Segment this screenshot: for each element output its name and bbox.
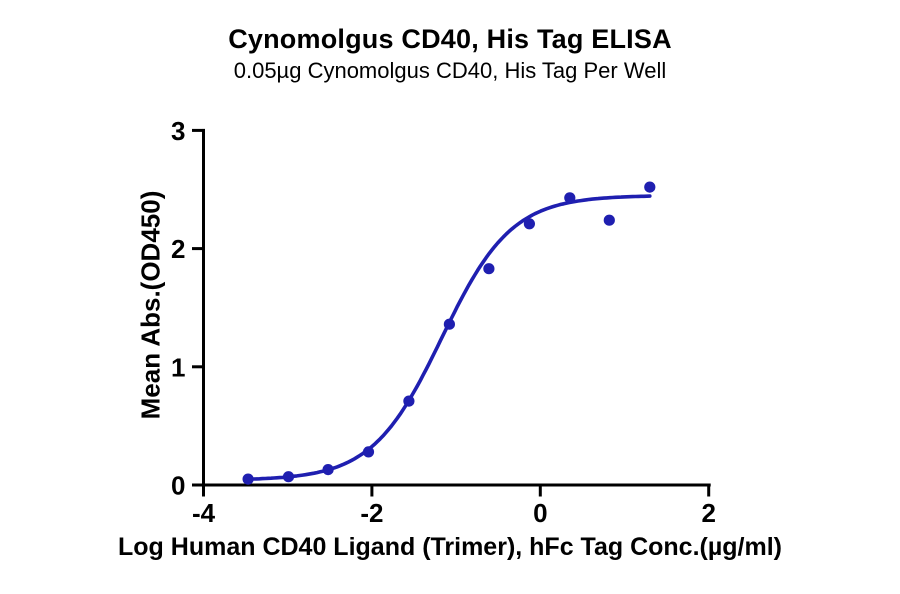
x-axis-label: Log Human CD40 Ligand (Trimer), hFc Tag … bbox=[118, 533, 782, 561]
data-point bbox=[483, 263, 495, 275]
data-point bbox=[564, 192, 576, 204]
chart-subtitle: 0.05µg Cynomolgus CD40, His Tag Per Well bbox=[233, 58, 667, 83]
data-point bbox=[322, 464, 334, 476]
data-point bbox=[362, 446, 375, 458]
data-point bbox=[242, 473, 254, 485]
x-tick-label: 0 bbox=[533, 498, 547, 528]
y-tick-label: 3 bbox=[171, 116, 185, 146]
x-tick-label: 2 bbox=[701, 498, 715, 528]
data-point bbox=[403, 395, 415, 407]
data-point bbox=[603, 214, 615, 226]
x-tick-label: -2 bbox=[360, 498, 383, 528]
x-tick-label: -4 bbox=[192, 498, 216, 528]
fit-curve bbox=[246, 194, 652, 481]
y-tick-label: 2 bbox=[171, 234, 185, 264]
data-point bbox=[523, 218, 536, 230]
y-tick-label: 1 bbox=[171, 352, 185, 382]
data-point bbox=[644, 181, 656, 193]
y-tick-label: 0 bbox=[171, 471, 185, 501]
data-points bbox=[242, 181, 656, 485]
chart-title: Cynomolgus CD40, His Tag ELISA bbox=[228, 24, 672, 54]
data-point bbox=[443, 318, 455, 330]
data-point bbox=[282, 471, 295, 483]
